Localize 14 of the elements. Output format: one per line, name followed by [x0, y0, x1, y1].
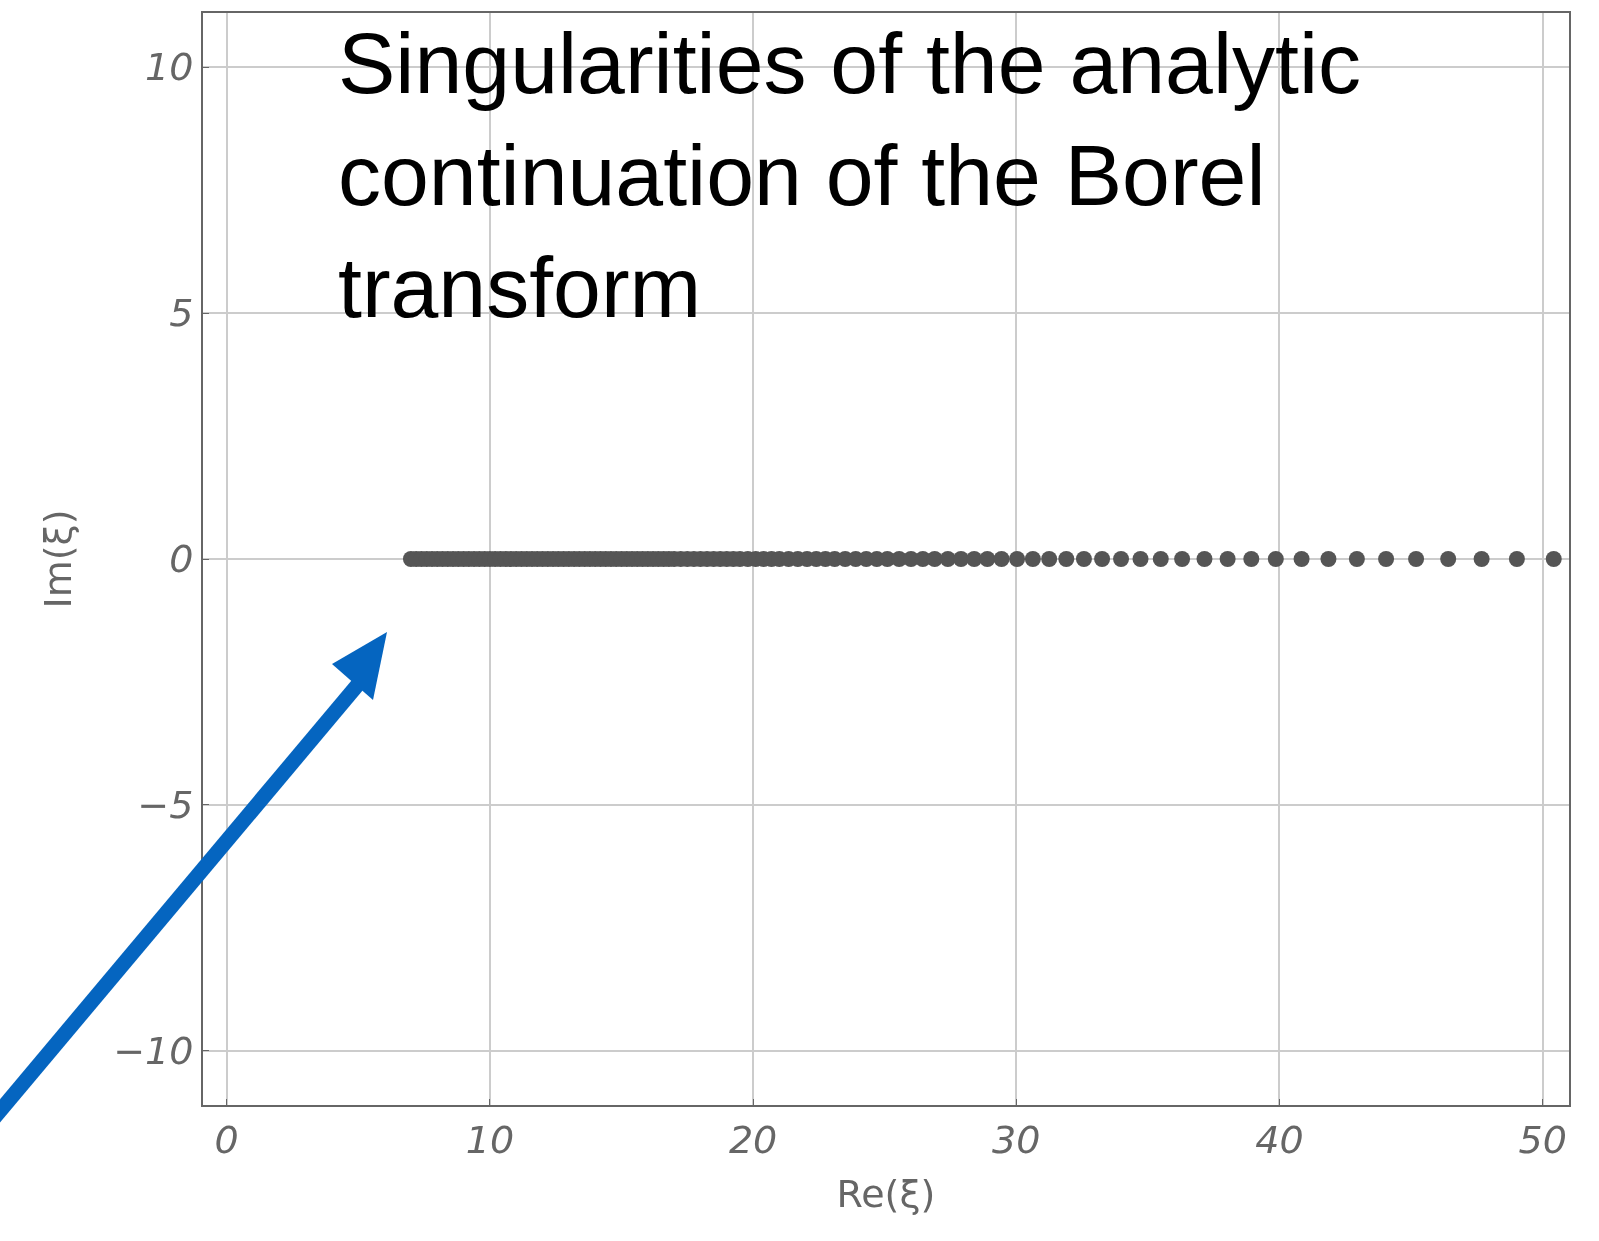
y-tick-label: 10	[145, 45, 194, 90]
x-tick-label: 0	[214, 1117, 239, 1162]
text: Singularities of the analytic continuation of the Borel transform	[338, 15, 1362, 335]
x-tick-label: 10	[465, 1117, 515, 1162]
x-tick-label: 40	[1255, 1117, 1304, 1162]
y-tick-label: 0	[169, 537, 194, 582]
x-tick-label: 50	[1518, 1117, 1567, 1162]
x-axis-title: Re(ξ)	[836, 1172, 936, 1217]
x-tick-label: 20	[728, 1117, 778, 1162]
y-axis-title: Im(ξ)	[35, 509, 80, 609]
y-tick-label: 5	[169, 291, 194, 336]
y-tick-label: −5	[137, 783, 194, 828]
x-tick-label: 30	[992, 1117, 1041, 1162]
y-tick-label: −10	[113, 1029, 194, 1074]
